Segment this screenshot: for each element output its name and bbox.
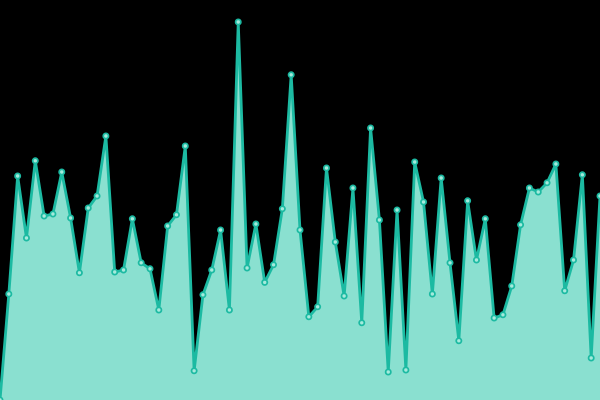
- data-point-marker: [464, 197, 472, 205]
- data-point-marker: [164, 222, 172, 230]
- data-point-marker: [305, 313, 313, 321]
- data-point-marker: [172, 211, 180, 219]
- data-point-marker: [570, 256, 578, 264]
- data-point-marker: [22, 234, 30, 242]
- data-point-marker: [534, 188, 542, 196]
- data-point-marker: [208, 266, 216, 274]
- data-point-marker: [499, 311, 507, 319]
- data-point-marker: [40, 212, 48, 220]
- data-point-marker: [31, 157, 39, 165]
- data-point-marker: [340, 292, 348, 300]
- area-fill: [0, 22, 600, 400]
- data-point-marker: [93, 192, 101, 200]
- data-point-marker: [331, 238, 339, 246]
- data-point-marker: [578, 171, 586, 179]
- data-point-marker: [437, 174, 445, 182]
- data-point-marker: [278, 205, 286, 213]
- data-point-marker: [234, 18, 242, 26]
- data-point-marker: [252, 220, 260, 228]
- data-point-marker: [49, 210, 57, 218]
- data-point-marker: [561, 287, 569, 295]
- data-point-marker: [190, 367, 198, 375]
- data-point-marker: [270, 261, 278, 269]
- data-point-marker: [402, 366, 410, 374]
- data-point-marker: [525, 184, 533, 192]
- data-point-marker: [375, 216, 383, 224]
- data-point-marker: [428, 290, 436, 298]
- data-point-marker: [296, 226, 304, 234]
- data-point-marker: [481, 215, 489, 223]
- data-point-marker: [84, 204, 92, 212]
- data-point-marker: [14, 172, 22, 180]
- data-point-marker: [128, 215, 136, 223]
- data-point-marker: [155, 306, 163, 314]
- data-point-marker: [261, 278, 269, 286]
- data-point-marker: [5, 290, 13, 298]
- data-point-marker: [111, 268, 119, 276]
- data-point-marker: [67, 214, 75, 222]
- data-point-marker: [552, 160, 560, 168]
- data-point-marker: [420, 198, 428, 206]
- data-point-marker: [508, 282, 516, 290]
- data-point-marker: [58, 168, 66, 176]
- data-point-marker: [314, 303, 322, 311]
- data-point-marker: [384, 368, 392, 376]
- data-point-marker: [225, 306, 233, 314]
- data-point-marker: [596, 192, 600, 200]
- data-point-marker: [120, 266, 128, 274]
- data-point-marker: [490, 314, 498, 322]
- data-point-marker: [349, 184, 357, 192]
- data-point-marker: [322, 164, 330, 172]
- data-point-marker: [243, 264, 251, 272]
- data-point-marker: [146, 265, 154, 273]
- data-point-marker: [517, 221, 525, 229]
- data-point-marker: [358, 319, 366, 327]
- data-point-marker: [217, 226, 225, 234]
- data-point-marker: [472, 256, 480, 264]
- data-point-marker: [367, 124, 375, 132]
- data-point-marker: [446, 259, 454, 267]
- data-point-marker: [137, 259, 145, 267]
- data-point-marker: [411, 158, 419, 166]
- data-point-marker: [181, 142, 189, 150]
- data-point-marker: [543, 179, 551, 187]
- data-point-marker: [75, 269, 83, 277]
- data-point-marker: [393, 206, 401, 214]
- data-point-marker: [287, 71, 295, 79]
- data-point-marker: [102, 132, 110, 140]
- data-point-marker: [455, 337, 463, 345]
- data-point-marker: [587, 354, 595, 362]
- data-point-markers: [0, 18, 600, 400]
- data-point-marker: [199, 291, 207, 299]
